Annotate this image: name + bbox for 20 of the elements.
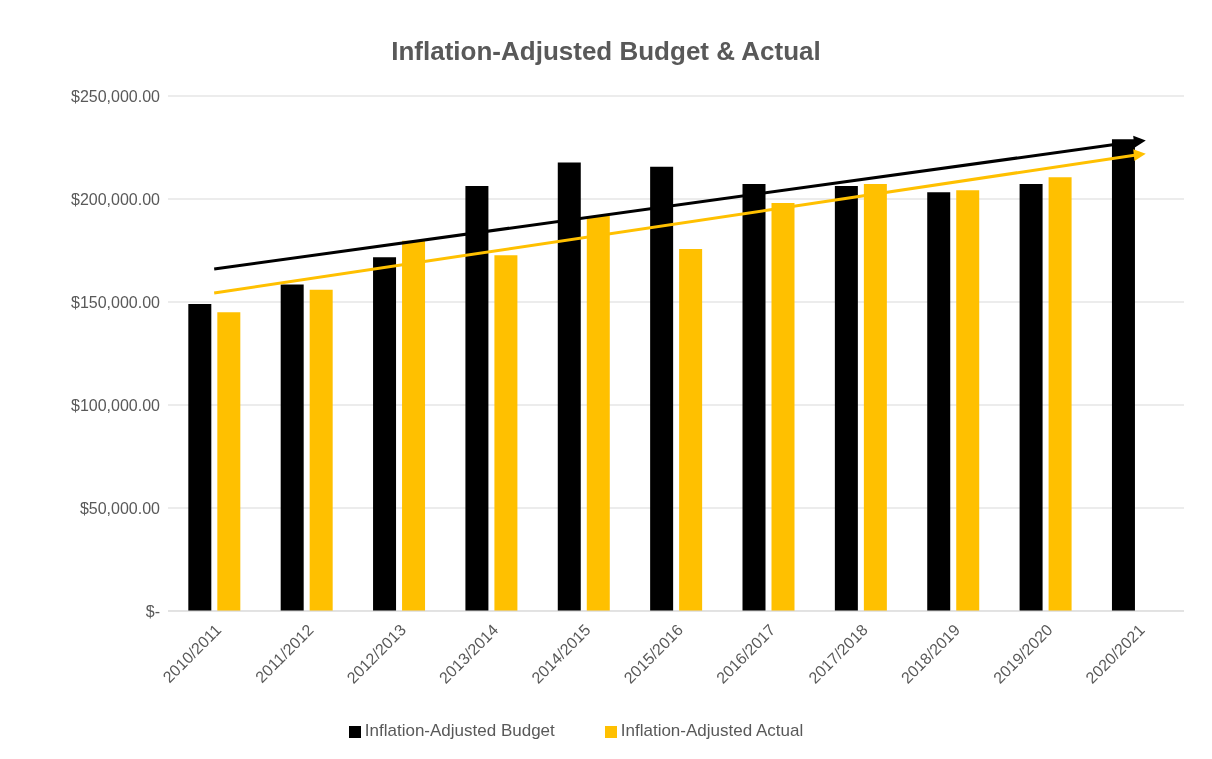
bar [1048,177,1072,611]
legend-label: Inflation-Adjusted Budget [364,721,555,740]
bar [927,192,951,611]
bar [679,249,703,611]
legend-label: Inflation-Adjusted Actual [620,721,804,740]
y-tick-label: $50,000.00 [79,499,161,517]
bar [956,190,980,611]
bar [217,312,241,611]
bar [280,284,304,611]
y-tick-label: $250,000.00 [71,87,161,105]
y-tick-label: $- [145,602,160,620]
bar [188,304,212,611]
bar [309,289,333,611]
y-tick-label: $200,000.00 [71,190,161,208]
chart-title: Inflation-Adjusted Budget & Actual [390,35,822,68]
y-tick-label: $100,000.00 [71,396,161,414]
bar [494,255,518,611]
y-tick-label: $150,000.00 [71,293,161,311]
bar [1019,183,1043,611]
bar [373,257,397,611]
